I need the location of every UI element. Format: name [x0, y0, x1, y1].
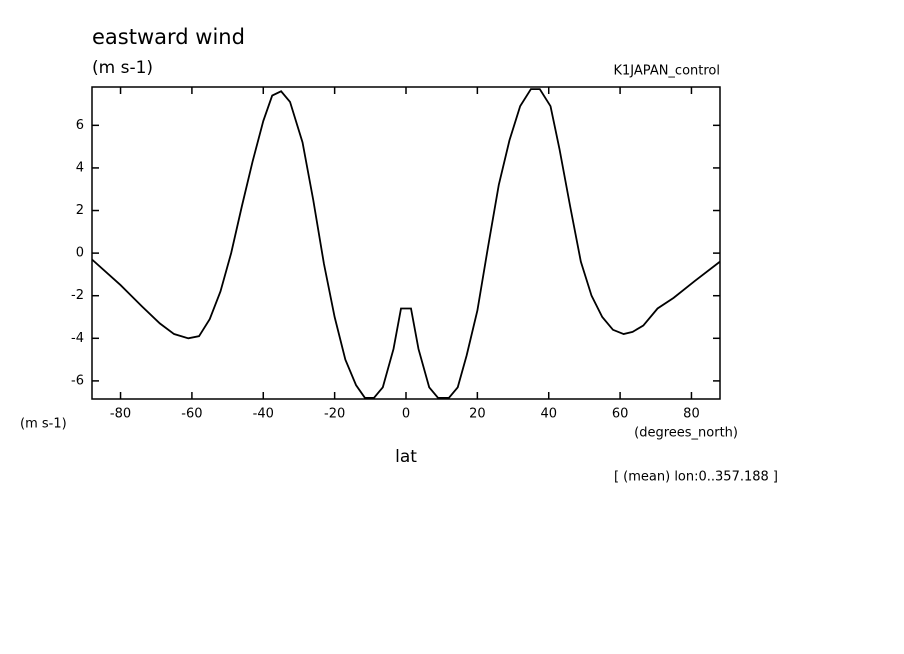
chart-title: eastward wind — [92, 25, 245, 49]
x-tick-label: 20 — [469, 407, 486, 422]
y-tick-label: 6 — [76, 118, 84, 133]
x-tick-label: 0 — [402, 407, 410, 422]
x-tick-label: 80 — [683, 407, 700, 422]
x-axis-units: (degrees_north) — [634, 426, 738, 441]
y-tick-label: -6 — [71, 373, 84, 388]
annotation: [ (mean) lon:0..357.188 ] — [614, 470, 778, 485]
y-tick-label: 2 — [76, 203, 84, 218]
x-axis-label: lat — [395, 447, 417, 467]
x-tick-label: -40 — [253, 407, 274, 422]
x-tick-label: -20 — [324, 407, 345, 422]
y-tick-label: -2 — [71, 288, 84, 303]
chart-subtitle: (m s-1) — [92, 58, 153, 78]
y-tick-label: 4 — [76, 160, 84, 175]
run-label: K1JAPAN_control — [614, 64, 720, 79]
y-tick-label: 0 — [76, 246, 84, 261]
x-tick-label: -60 — [181, 407, 202, 422]
y-axis-label: (m s-1) — [20, 417, 67, 432]
x-tick-label: -80 — [110, 407, 131, 422]
data-line — [91, 88, 721, 399]
x-tick-label: 40 — [540, 407, 557, 422]
y-tick-label: -4 — [71, 331, 84, 346]
x-tick-label: 60 — [612, 407, 629, 422]
